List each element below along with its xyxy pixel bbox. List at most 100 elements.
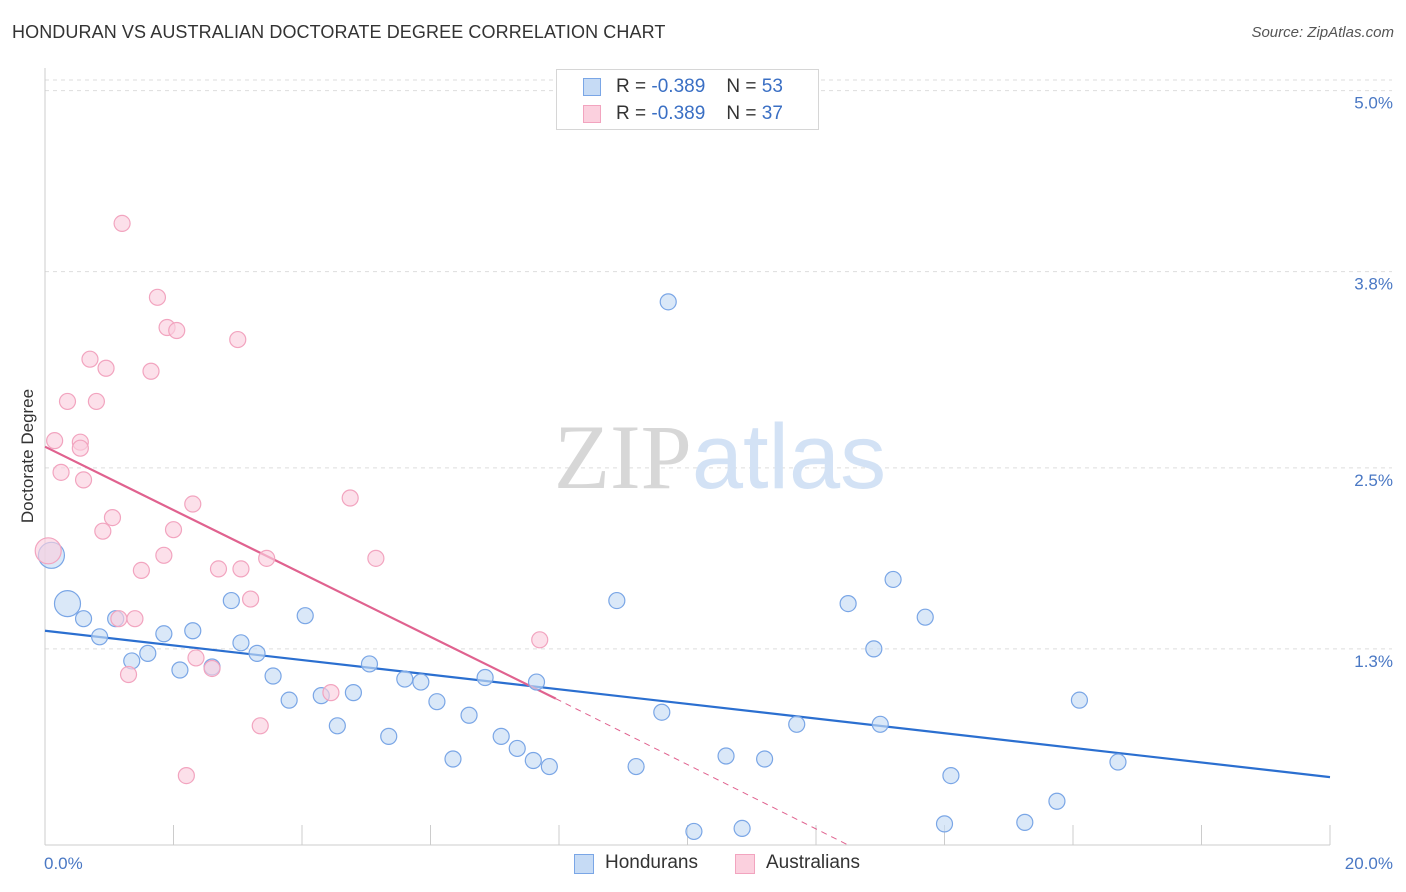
y-tick-label: 1.3% [1354, 652, 1393, 671]
australians-point [209, 560, 228, 578]
hondurans-point [524, 751, 542, 770]
hondurans-point [296, 607, 314, 625]
australians-point [148, 288, 167, 306]
australians-point [132, 561, 150, 580]
legend-n-label: N = [726, 76, 757, 97]
hondurans-point [91, 628, 109, 646]
australians-point [242, 590, 260, 608]
hondurans-point [659, 293, 677, 311]
watermark-atlas: atlas [692, 406, 886, 508]
hondurans-point [460, 706, 478, 724]
australians-point [155, 546, 173, 564]
australians-point [177, 766, 195, 785]
australians-point [322, 684, 340, 702]
hondurans-point [935, 815, 954, 833]
hondurans-point [232, 634, 250, 652]
hondurans-point [444, 750, 462, 768]
legend-r-label: R = [616, 103, 647, 124]
australians-point [367, 549, 385, 567]
hondurans-point [428, 693, 446, 711]
hondurans-point [344, 684, 362, 702]
australians-point [531, 631, 549, 649]
hondurans-point [328, 717, 346, 735]
australians-point [187, 649, 205, 667]
legend-n-value: 37 [761, 103, 783, 124]
bottom-legend-swatch-australians [735, 854, 755, 874]
hondurans-point [492, 727, 510, 745]
watermark: ZIPatlas [554, 406, 886, 508]
hondurans-point [1016, 813, 1034, 831]
y-tick-labels: 1.3% 2.5% 3.8% 5.0% [1354, 94, 1393, 671]
legend-r-value: -0.389 [651, 76, 706, 97]
hondurans-point [222, 591, 240, 610]
hondurans-point [139, 644, 157, 662]
axes [44, 68, 1331, 846]
hondurans-point [540, 757, 558, 776]
correlation-legend: R = -0.389 N = 53 R = -0.389 N = 37 [556, 69, 819, 130]
chart-source: Source: ZipAtlas.com [1251, 24, 1394, 41]
australians-point [232, 560, 250, 578]
australians-point [251, 717, 269, 735]
hondurans-point [653, 703, 671, 721]
australians-point [81, 350, 99, 368]
australians-point [258, 549, 276, 567]
hondurans-point [527, 673, 546, 691]
hondurans-point [871, 715, 889, 733]
australians-point [97, 359, 115, 377]
legend-r-label: R = [616, 76, 647, 97]
australians-point [184, 495, 202, 513]
australians-point [110, 610, 128, 628]
bottom-legend-label-hondurans: Hondurans [605, 852, 698, 873]
hondurans-point [184, 622, 202, 640]
hondurans-point [171, 661, 189, 679]
watermark-zip: ZIP [554, 406, 692, 508]
y-tick-label: 3.8% [1354, 275, 1393, 294]
bottom-legend-label-australians: Australians [766, 852, 860, 873]
hondurans-point [717, 747, 735, 765]
australians-point [87, 392, 106, 411]
x-tick-label-min: 0.0% [44, 854, 83, 873]
australians-point [119, 665, 138, 684]
legend-n-value: 53 [761, 76, 783, 97]
legend-text-australians: R = -0.389 N = 37 [616, 103, 783, 125]
australians-point [341, 489, 359, 507]
australians-point [58, 392, 77, 411]
legend-r-value: -0.389 [651, 103, 706, 124]
australians-point [126, 610, 144, 628]
legend-n-label: N = [726, 103, 757, 124]
hondurans-point [1048, 792, 1066, 810]
hondurans-point [412, 673, 430, 691]
legend-text-hondurans: R = -0.389 N = 53 [616, 76, 783, 98]
australians-point [203, 659, 221, 678]
hondurans-point [916, 608, 934, 626]
hondurans-point [884, 570, 902, 589]
data-points [34, 214, 1127, 841]
australians-point [52, 463, 70, 481]
x-tick-label-max: 20.0% [1345, 854, 1393, 873]
australians-point [142, 362, 160, 380]
australians-point [164, 521, 183, 539]
australians-point [103, 509, 122, 527]
hondurans-point [865, 640, 883, 658]
hondurans-point [1109, 753, 1127, 771]
hondurans-point [508, 739, 526, 758]
hondurans-point [839, 595, 857, 613]
legend-swatch-australians [583, 105, 601, 123]
chart-title: HONDURAN VS AUSTRALIAN DOCTORATE DEGREE … [12, 22, 666, 42]
hondurans-point [380, 727, 398, 745]
bottom-legend-swatch-hondurans [574, 854, 594, 874]
hondurans-point [755, 750, 774, 768]
hondurans-trend-line [44, 629, 1331, 779]
hondurans-point [1070, 691, 1089, 709]
hondurans-point [360, 655, 379, 673]
legend-swatch-hondurans [583, 78, 601, 96]
hondurans-point [53, 590, 82, 618]
y-tick-label: 5.0% [1354, 94, 1393, 113]
australians-point [46, 432, 64, 450]
hondurans-point [733, 819, 751, 838]
hondurans-point [74, 610, 93, 628]
hondurans-point [396, 670, 414, 688]
hondurans-point [280, 691, 298, 709]
hondurans-point [942, 766, 960, 785]
